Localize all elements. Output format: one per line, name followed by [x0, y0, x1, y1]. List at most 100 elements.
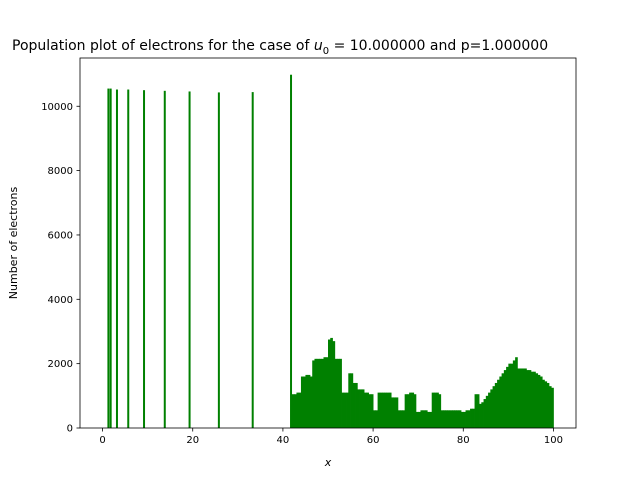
histogram-bar-62 — [431, 392, 435, 428]
histogram-bar-41 — [384, 392, 388, 428]
histogram-bar-52 — [409, 392, 412, 428]
histogram-bar-61 — [429, 411, 433, 428]
histogram-bar-102 — [521, 368, 525, 428]
histogram-bar-3 — [298, 392, 302, 428]
y-tick-label: 0 — [67, 424, 73, 435]
histogram-bar-43 — [388, 392, 392, 428]
histogram-bar-0 — [291, 394, 295, 428]
histogram-bar-30 — [359, 389, 363, 428]
histogram-bar-44 — [391, 397, 394, 428]
spike-bar-8 — [251, 92, 254, 428]
histogram-bar-31 — [361, 389, 365, 428]
histogram-bar-53 — [411, 392, 415, 428]
spike-bar-1 — [109, 88, 112, 428]
histogram-bar-86 — [485, 395, 489, 428]
spike-bar-7 — [217, 92, 220, 429]
histogram-bar-49 — [402, 410, 406, 428]
histogram-bar-81 — [474, 394, 478, 428]
histogram-bar-96 — [508, 363, 512, 428]
y-tick-label: 10000 — [41, 102, 73, 113]
histogram-bar-27 — [352, 382, 356, 428]
histogram-bar-32 — [364, 392, 367, 428]
histogram-bar-51 — [406, 394, 410, 428]
histogram-bar-83 — [479, 403, 482, 428]
histogram-bar-9 — [312, 360, 315, 428]
histogram-bar-56 — [418, 411, 421, 428]
histogram-bar-17 — [330, 337, 333, 428]
spike-bar-4 — [143, 90, 146, 429]
histogram-bar-19 — [334, 358, 338, 428]
y-tick-label: 6000 — [48, 230, 73, 241]
histogram-bar-34 — [368, 394, 372, 428]
x-tick-label: 40 — [277, 435, 290, 446]
histogram-bar-47 — [397, 410, 401, 428]
histogram-bar-93 — [501, 373, 505, 428]
histogram-bar-50 — [404, 394, 408, 428]
plot-frame — [79, 57, 577, 429]
histogram-bar-113 — [546, 382, 550, 428]
title-suffix: = 10.000000 and p=1.000000 — [329, 38, 548, 54]
histogram-bar-75 — [461, 411, 464, 428]
histogram-bar-25 — [348, 373, 351, 428]
histogram-bar-13 — [321, 358, 324, 428]
histogram-bar-23 — [343, 392, 347, 428]
x-tick-label: 80 — [457, 435, 470, 446]
spike-bar-6 — [188, 91, 191, 429]
y-axis-ticks: 0 2000 4000 6000 8000 10000 — [41, 102, 80, 435]
x-axis-label: x — [324, 456, 332, 469]
spike-bar-3 — [127, 89, 130, 428]
title-math-sub: 0 — [323, 46, 329, 57]
histogram-bar-90 — [494, 382, 498, 428]
histogram-bar-103 — [524, 368, 527, 428]
histogram-bar-114 — [548, 386, 552, 428]
histogram-bar-101 — [519, 368, 523, 428]
histogram-bar-107 — [533, 371, 536, 428]
histogram-bar-64 — [436, 392, 439, 428]
histogram-bar-38 — [377, 392, 381, 428]
histogram-bar-85 — [483, 399, 487, 428]
histogram-bar-79 — [470, 408, 473, 428]
histogram-bar-16 — [328, 339, 331, 428]
histogram-bar-20 — [337, 358, 340, 428]
spike-bar-5 — [163, 90, 166, 428]
histogram-bar-65 — [438, 394, 442, 428]
histogram-bar-92 — [499, 376, 502, 428]
histogram-bar-87 — [488, 392, 491, 428]
histogram-bar-99 — [515, 357, 518, 428]
x-tick-label: 100 — [544, 435, 563, 446]
histogram-bar-1 — [294, 394, 297, 428]
histogram-bar-71 — [452, 410, 455, 428]
histogram-bar-73 — [456, 410, 460, 428]
histogram-bar-7 — [307, 374, 311, 428]
histogram-bar-63 — [433, 392, 437, 428]
x-tick-label: 60 — [367, 435, 380, 446]
histogram-bar-82 — [476, 394, 480, 428]
title-math-var: u — [314, 38, 323, 54]
histogram-bar-12 — [318, 358, 322, 428]
histogram-bar-80 — [472, 408, 475, 428]
histogram-bar-28 — [355, 382, 358, 428]
histogram-bar-68 — [445, 410, 448, 428]
histogram-bar-15 — [325, 357, 329, 428]
histogram-bar-37 — [375, 410, 378, 428]
histogram-bar-29 — [357, 389, 360, 428]
histogram-bar-104 — [526, 370, 530, 428]
histogram-bar-46 — [395, 397, 399, 428]
histogram-bar-24 — [346, 392, 349, 428]
histogram-bar-66 — [440, 410, 444, 428]
histogram-bar-91 — [497, 379, 500, 428]
title-prefix: Population plot of electrons for the cas… — [12, 38, 314, 54]
spike-bar-2 — [115, 89, 118, 428]
histogram-bar-10 — [314, 358, 318, 428]
histogram-bar-98 — [512, 360, 516, 428]
bar-series — [107, 74, 554, 429]
histogram-bar-54 — [413, 394, 417, 428]
histogram-bar-108 — [535, 373, 539, 428]
histogram-bar-105 — [528, 370, 532, 428]
histogram-bar-42 — [386, 392, 390, 428]
histogram-bar-35 — [370, 394, 374, 428]
histogram-bar-88 — [490, 389, 493, 428]
spike-bar-0 — [107, 88, 110, 428]
histogram-bar-21 — [339, 358, 342, 428]
